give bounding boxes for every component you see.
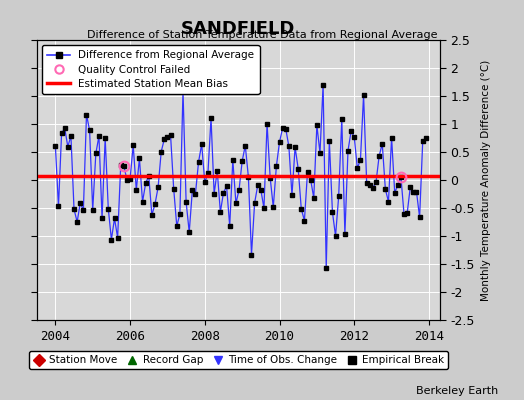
Legend: Station Move, Record Gap, Time of Obs. Change, Empirical Break: Station Move, Record Gap, Time of Obs. C… <box>28 351 449 369</box>
Title: SANDFIELD: SANDFIELD <box>181 20 296 38</box>
Text: Difference of Station Temperature Data from Regional Average: Difference of Station Temperature Data f… <box>87 30 437 40</box>
Y-axis label: Monthly Temperature Anomaly Difference (°C): Monthly Temperature Anomaly Difference (… <box>481 59 490 301</box>
Text: Berkeley Earth: Berkeley Earth <box>416 386 498 396</box>
